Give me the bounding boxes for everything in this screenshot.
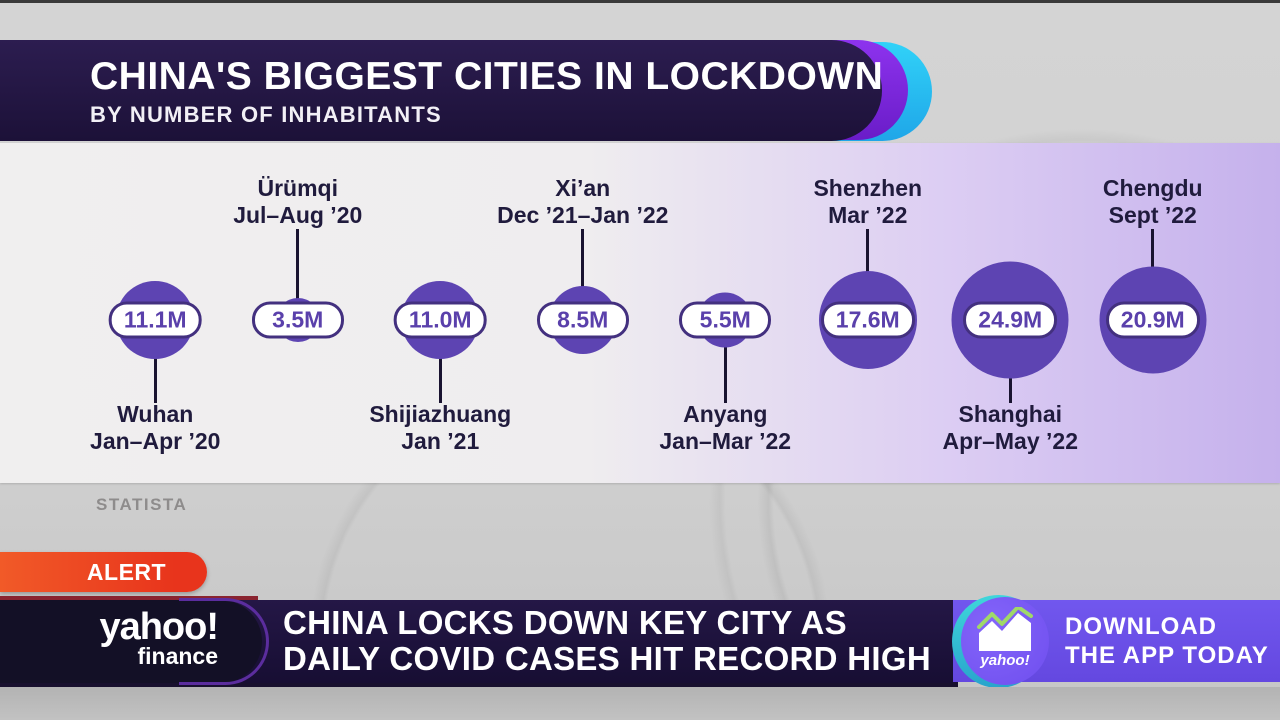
chart-header: CHINA'S BIGGEST CITIES IN LOCKDOWN BY NU… (0, 40, 932, 141)
population-value-pill: 11.1M (108, 301, 202, 339)
yahoo-logo-text: yahoo! (99, 606, 219, 648)
city-label: Shanghai Apr–May ’22 (910, 401, 1110, 455)
lockdown-period: Mar ’22 (828, 202, 908, 228)
chart-title: CHINA'S BIGGEST CITIES IN LOCKDOWN (90, 55, 884, 98)
city-name: Xi’an (555, 175, 611, 201)
chart-panel: 11.1M Wuhan Jan–Apr ’20 3.5M Ürümqi Jul–Aug ’… (0, 143, 1280, 483)
badge-circle: yahoo! (961, 597, 1049, 685)
city-name: Ürümqi (257, 175, 339, 201)
city-name: Chengdu (1102, 175, 1203, 201)
city-name: Shenzhen (813, 175, 923, 201)
chart-subtitle: BY NUMBER OF INHABITANTS (90, 102, 442, 127)
news-headline: CHINA LOCKS DOWN KEY CITY AS DAILY COVID… (283, 605, 931, 677)
city-label: Ürümqi Jul–Aug ’20 (198, 175, 398, 229)
lockdown-period: Sept ’22 (1108, 202, 1197, 228)
app-promo-banner: yahoo! DOWNLOAD THE APP TODAY (952, 595, 1280, 688)
population-value-pill: 5.5M (679, 301, 772, 339)
population-value-pill: 17.6M (820, 301, 915, 339)
yahoo-finance-logo: yahoo! finance (99, 606, 219, 668)
alert-badge: ALERT (0, 552, 207, 592)
city-column-4: 8.5M Xi’an Dec ’21–Jan ’22 (497, 143, 668, 483)
download-app-cta: DOWNLOAD THE APP TODAY (1065, 612, 1269, 670)
city-column-7: 24.9M Shanghai Apr–May ’22 (939, 143, 1082, 483)
lockdown-period: Dec ’21–Jan ’22 (497, 202, 669, 228)
city-label: Wuhan Jan–Apr ’20 (55, 401, 255, 455)
city-label: Shenzhen Mar ’22 (768, 175, 968, 229)
city-label: Chengdu Sept ’22 (1053, 175, 1253, 229)
connector-line (723, 320, 727, 403)
promo-line-2: THE APP TODAY (1065, 642, 1269, 669)
lockdown-period: Apr–May ’22 (942, 428, 1078, 454)
alert-label: ALERT (86, 558, 167, 585)
bottom-strip (0, 687, 1280, 720)
city-column-1: 11.1M Wuhan Jan–Apr ’20 (84, 143, 227, 483)
headline-line-2: DAILY COVID CASES HIT RECORD HIGH (283, 640, 931, 677)
connector-line (153, 320, 157, 403)
connector-line (438, 320, 442, 403)
connector-line (296, 229, 300, 320)
header-core: CHINA'S BIGGEST CITIES IN LOCKDOWN BY NU… (0, 40, 884, 141)
lockdown-period: Jul–Aug ’20 (233, 202, 363, 228)
lockdown-period: Jan–Apr ’20 (90, 428, 221, 454)
population-value-pill: 24.9M (963, 301, 1058, 339)
city-column-5: 5.5M Anyang Jan–Mar ’22 (654, 143, 797, 483)
lower-third-shadow (0, 683, 958, 687)
city-column-2: 3.5M Ürümqi Jul–Aug ’20 (227, 143, 370, 483)
population-value-pill: 11.0M (393, 301, 487, 339)
city-column-8: 20.9M Chengdu Sept ’22 (1082, 143, 1225, 483)
red-accent-line (0, 596, 258, 600)
population-value-pill: 20.9M (1105, 301, 1200, 339)
lockdown-period: Jan–Mar ’22 (659, 428, 792, 454)
app-badge: yahoo! (952, 595, 1049, 688)
lower-third: CHINA LOCKS DOWN KEY CITY AS DAILY COVID… (0, 595, 1280, 688)
bubble-timeline: 11.1M Wuhan Jan–Apr ’20 3.5M Ürümqi Jul–Aug ’… (84, 143, 1224, 483)
city-name: Wuhan (117, 401, 194, 427)
city-name: Shijiazhuang (369, 401, 512, 427)
yahoo-finance-logo-box: yahoo! finance (0, 596, 269, 685)
city-column-3: 11.0M Shijiazhuang Jan ’21 (369, 143, 512, 483)
city-column-6: 17.6M Shenzhen Mar ’22 (797, 143, 940, 483)
city-label: Anyang Jan–Mar ’22 (625, 401, 825, 455)
population-value-pill: 8.5M (536, 301, 629, 339)
city-label: Shijiazhuang Jan ’21 (340, 401, 540, 455)
badge-yahoo-text: yahoo! (980, 652, 1030, 669)
population-value-pill: 3.5M (251, 301, 344, 339)
promo-line-1: DOWNLOAD (1065, 613, 1217, 640)
stock-chart-icon (977, 607, 1033, 651)
connector-line (581, 229, 585, 320)
source-attribution: STATISTA (96, 495, 188, 514)
city-name: Anyang (683, 401, 768, 427)
city-label: Xi’an Dec ’21–Jan ’22 (483, 175, 683, 229)
lockdown-period: Jan ’21 (401, 428, 480, 454)
headline-line-1: CHINA LOCKS DOWN KEY CITY AS (283, 604, 847, 641)
city-name: Shanghai (958, 401, 1062, 427)
